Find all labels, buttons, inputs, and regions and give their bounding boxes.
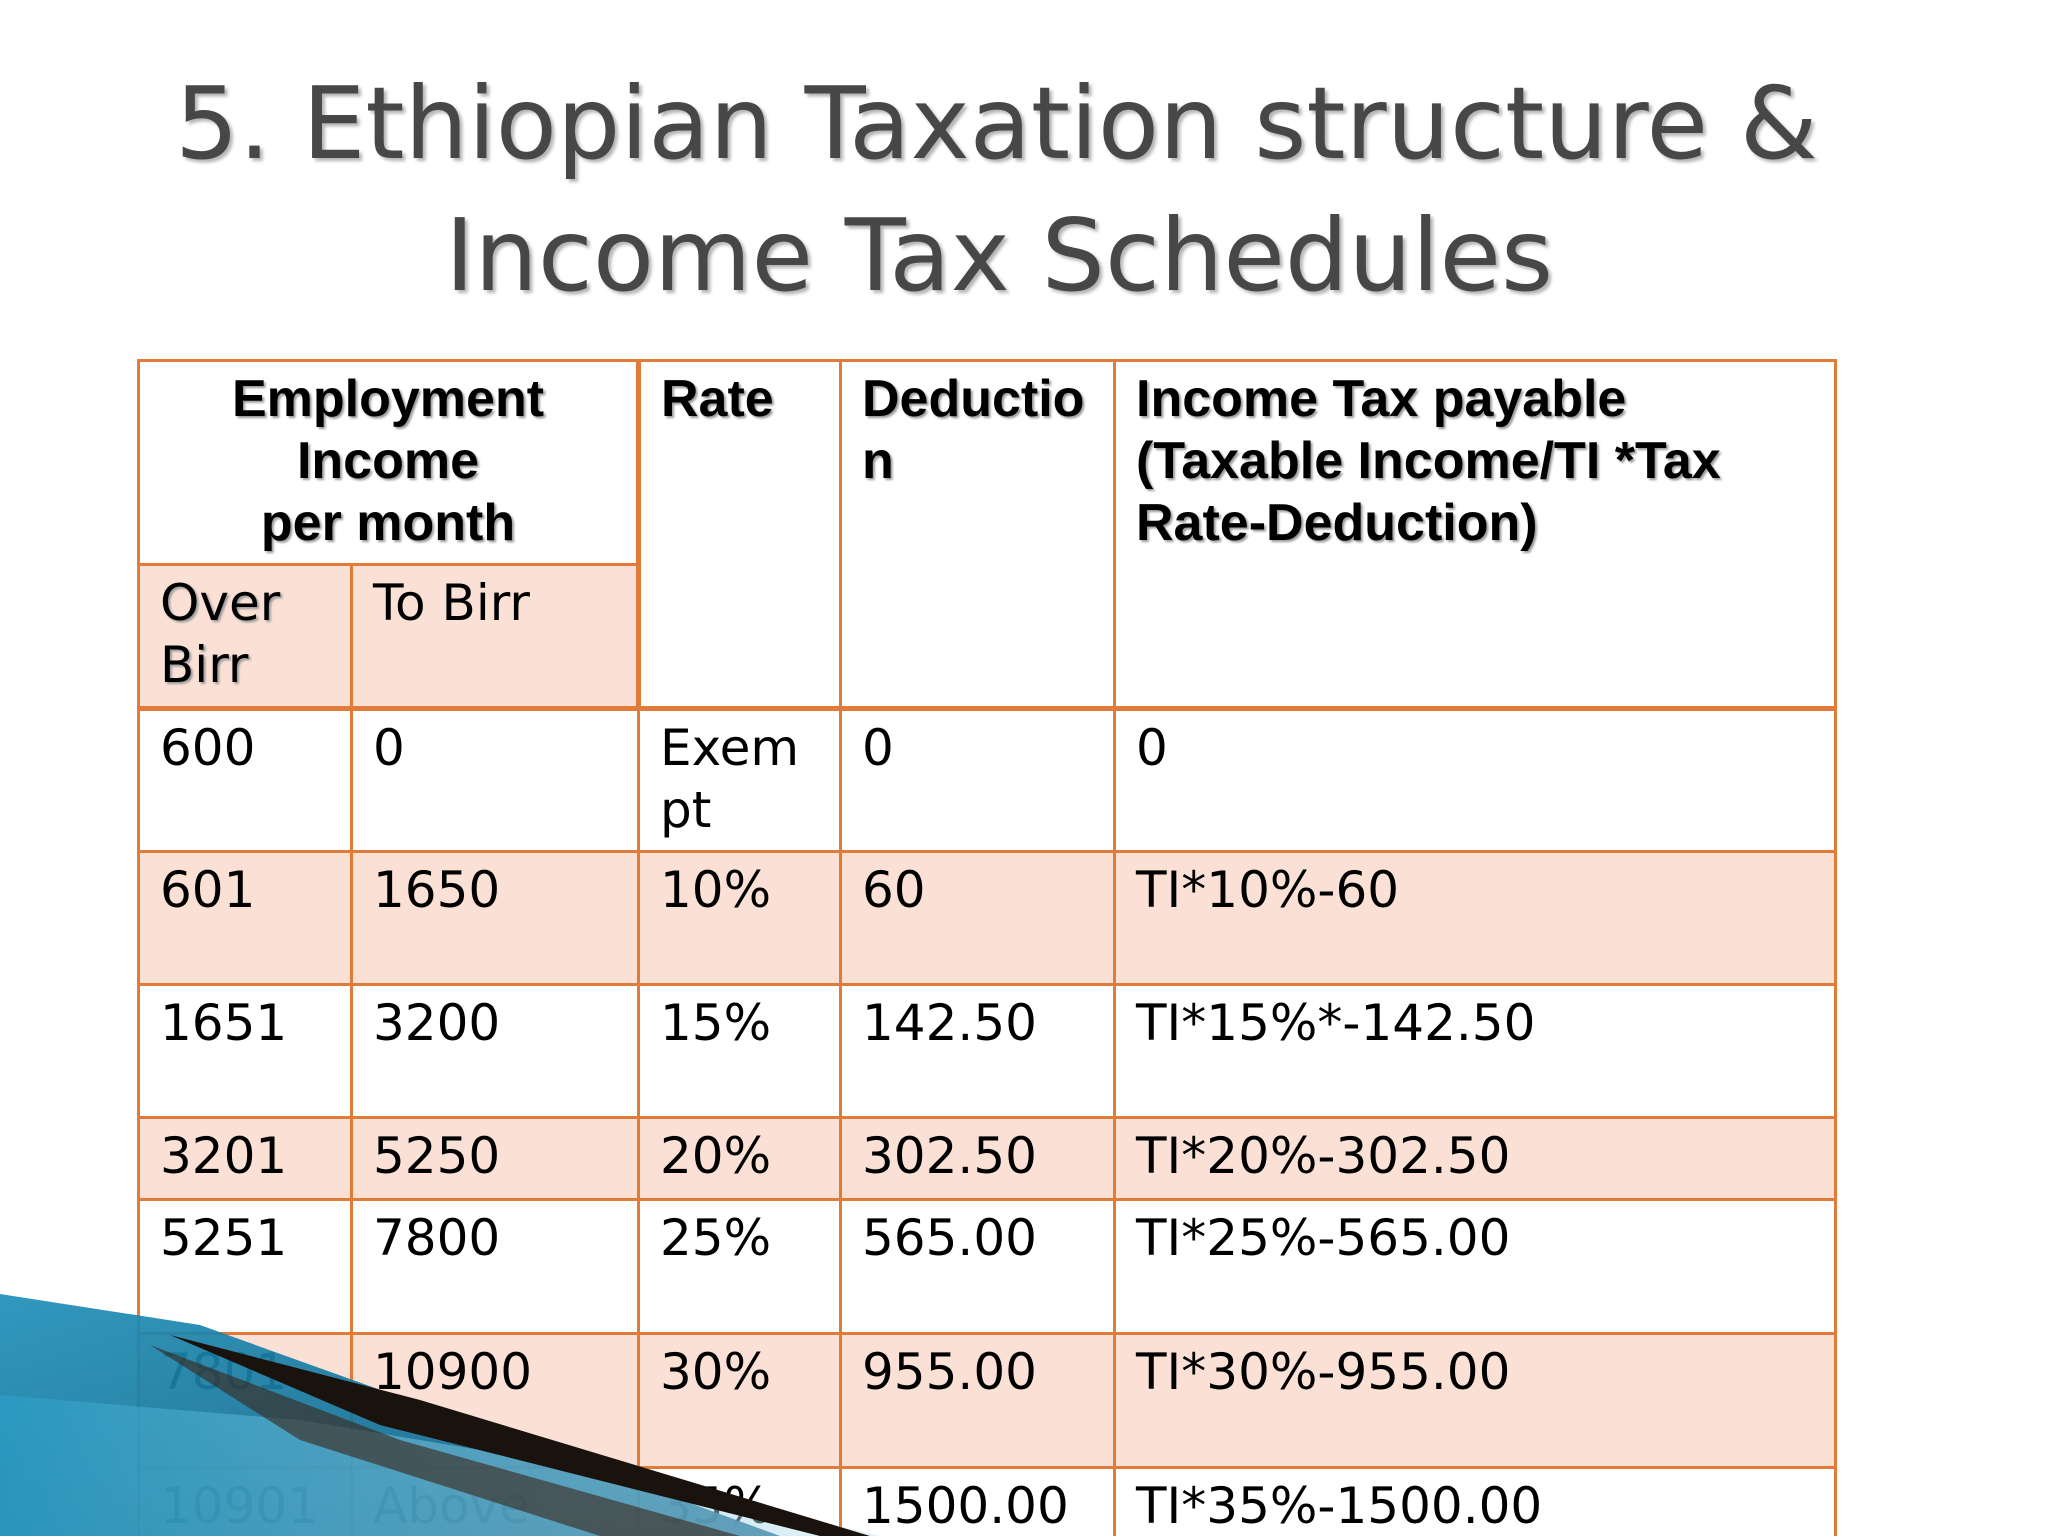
cell-deduction: 142.50 <box>839 983 1116 1119</box>
cell-tax-formula: TI*20%-302.50 <box>1113 1116 1837 1201</box>
header-employment-income: Employment Income per month <box>137 359 641 566</box>
cell-over: 5251 <box>137 1198 353 1335</box>
header-over-birr: Over Birr <box>137 563 353 710</box>
header-text: Rate <box>661 370 774 428</box>
header-to-birr: To Birr <box>350 563 641 710</box>
cell-rate: 25% <box>637 1198 842 1335</box>
cell-over: 601 <box>137 850 353 986</box>
cell-tax-formula: 0 <box>1113 706 1837 853</box>
header-text: Birr <box>160 636 249 694</box>
cell-rate: 35% <box>637 1466 842 1536</box>
cell-over: 3201 <box>137 1116 353 1201</box>
cell-over: 600 <box>137 706 353 853</box>
header-text: Deductio <box>862 370 1085 428</box>
header-rate: Rate <box>637 359 842 710</box>
cell-deduction: 955.00 <box>839 1332 1116 1469</box>
header-text: Over <box>160 574 281 632</box>
table-row: 3201 5250 20% 302.50 TI*20%-302.50 <box>137 1116 1837 1201</box>
cell-over: 7801 <box>137 1332 353 1469</box>
table-subheader-row: Over Birr To Birr <box>137 563 1836 710</box>
cell-to: 5250 <box>350 1116 640 1201</box>
cell-to: 10900 <box>350 1332 640 1469</box>
header-deduction: Deductio n <box>839 359 1116 710</box>
cell-over: 1651 <box>137 983 353 1119</box>
header-text: Income Tax payable <box>1136 370 1627 428</box>
cell-rate: Exempt <box>637 706 842 853</box>
title-line-2: Income Tax Schedules <box>445 197 1554 314</box>
table-row: 600 0 Exempt 0 0 <box>137 706 1837 853</box>
header-text: Employment <box>231 370 545 428</box>
cell-deduction: 60 <box>839 850 1116 986</box>
table-row: 10901 Above 35% 1500.00 TI*35%-1500.00 <box>137 1466 1837 1536</box>
header-text: Income <box>296 432 480 490</box>
header-text: n <box>862 432 894 490</box>
cell-tax-formula: TI*10%-60 <box>1113 850 1837 986</box>
table-row: 7801 10900 30% 955.00 TI*30%-955.00 <box>137 1332 1837 1469</box>
cell-to: 1650 <box>350 850 640 986</box>
cell-tax-formula: TI*35%-1500.00 <box>1113 1466 1837 1536</box>
cell-tax-formula: TI*25%-565.00 <box>1113 1198 1837 1335</box>
table-header-row: Employment Income per month Rate Deductio n… <box>137 359 1837 710</box>
cell-rate: 10% <box>637 850 842 986</box>
title-line-1: 5. Ethiopian Taxation structure & <box>175 65 1818 182</box>
table-row: 601 1650 10% 60 TI*10%-60 <box>137 850 1837 986</box>
cell-deduction: 0 <box>839 706 1116 853</box>
cell-rate: 20% <box>637 1116 842 1201</box>
table-row: 5251 7800 25% 565.00 TI*25%-565.00 <box>137 1198 1837 1335</box>
header-text: per month <box>260 494 516 552</box>
cell-rate: 15% <box>637 983 842 1119</box>
header-text: (Taxable Income/TI *Tax <box>1136 432 1721 490</box>
cell-deduction: 1500.00 <box>839 1466 1116 1536</box>
cell-tax-formula: TI*30%-955.00 <box>1113 1332 1837 1469</box>
cell-to: 7800 <box>350 1198 640 1335</box>
cell-deduction: 565.00 <box>839 1198 1116 1335</box>
header-income-tax-payable: Income Tax payable (Taxable Income/TI *Ta… <box>1113 359 1837 710</box>
table-row: 1651 3200 15% 142.50 TI*15%*-142.50 <box>137 983 1837 1119</box>
header-text: Rate-Deduction) <box>1136 494 1538 552</box>
cell-to: 0 <box>350 706 640 853</box>
cell-to: Above <box>350 1466 640 1536</box>
cell-tax-formula: TI*15%*-142.50 <box>1113 983 1837 1119</box>
cell-over: 10901 <box>137 1466 353 1536</box>
cell-deduction: 302.50 <box>839 1116 1116 1201</box>
income-tax-table: Employment Income per month Rate Deductio n… <box>137 359 1837 1536</box>
cell-to: 3200 <box>350 983 640 1119</box>
cell-rate: 30% <box>637 1332 842 1469</box>
header-text: To Birr <box>373 574 530 632</box>
